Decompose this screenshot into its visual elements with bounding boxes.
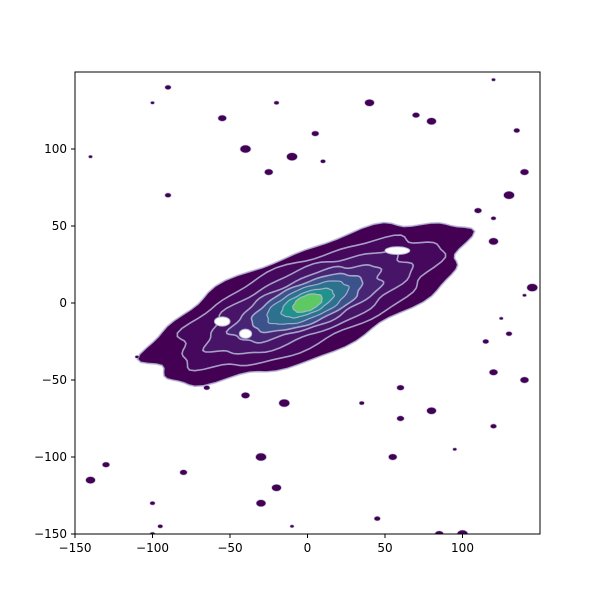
- noise-blob: [358, 400, 365, 406]
- x-tick-label: −150: [59, 541, 92, 555]
- y-tick-label: −50: [42, 373, 67, 387]
- x-tick-label: −100: [136, 541, 169, 555]
- noise-blob: [519, 168, 530, 176]
- y-tick-label: 100: [44, 142, 67, 156]
- noise-blob: [482, 338, 490, 345]
- noise-blob: [149, 501, 156, 506]
- x-tick-label: −50: [217, 541, 242, 555]
- noise-blob: [217, 114, 227, 122]
- noise-blob: [240, 391, 251, 399]
- noise-blob: [239, 144, 252, 154]
- y-tick-label: 0: [59, 296, 67, 310]
- noise-blob: [364, 98, 375, 107]
- plot-area: [85, 77, 539, 534]
- noise-blob: [488, 237, 499, 246]
- noise-blob: [498, 316, 504, 321]
- noise-blob: [490, 216, 497, 221]
- noise-blob: [271, 483, 282, 492]
- noise-blob: [513, 127, 521, 134]
- y-axis: −150 −100 −50 0 50 100: [34, 142, 75, 541]
- noise-blob: [164, 84, 172, 90]
- noise-blob: [396, 384, 405, 391]
- noise-blob: [426, 406, 437, 415]
- noise-blob: [286, 152, 298, 161]
- contour-hole: [384, 246, 411, 255]
- contour-hole: [214, 316, 231, 327]
- contour-hole: [238, 328, 253, 339]
- y-tick-label: −100: [34, 450, 67, 464]
- noise-blob: [264, 168, 274, 176]
- noise-blob: [157, 524, 164, 529]
- contour-level-8: [292, 293, 323, 313]
- noise-blob: [255, 499, 267, 508]
- noise-blob: [179, 469, 188, 476]
- x-axis: −150 −100 −50 0 50 100: [59, 534, 474, 555]
- noise-blob: [426, 117, 437, 126]
- noise-blob: [396, 415, 405, 422]
- noise-blob: [411, 112, 421, 119]
- noise-blob: [526, 283, 539, 292]
- noise-blob: [88, 154, 93, 159]
- x-tick-label: 0: [304, 541, 312, 555]
- noise-blob: [273, 100, 280, 105]
- noise-blob: [101, 461, 111, 468]
- noise-blob: [519, 376, 530, 384]
- noise-blob: [490, 423, 497, 429]
- noise-blob: [373, 516, 381, 522]
- noise-blob: [289, 524, 295, 529]
- noise-blob: [452, 447, 458, 452]
- noise-blob: [164, 192, 172, 198]
- noise-blob: [488, 368, 499, 376]
- noise-blob: [388, 453, 398, 461]
- x-tick-label: 100: [451, 541, 474, 555]
- noise-blob: [150, 101, 155, 105]
- noise-blob: [320, 159, 326, 164]
- noise-blob: [134, 355, 140, 359]
- contour-group: [136, 221, 476, 388]
- y-tick-label: 50: [52, 219, 67, 233]
- noise-blob: [505, 331, 513, 337]
- noise-blob: [456, 529, 469, 534]
- x-tick-label: 50: [377, 541, 392, 555]
- noise-blob: [503, 190, 515, 200]
- noise-blob: [522, 293, 527, 298]
- noise-blob: [311, 130, 320, 137]
- noise-blob: [491, 77, 496, 82]
- noise-blob: [278, 398, 291, 408]
- noise-blob: [85, 476, 96, 484]
- noise-blob: [255, 452, 267, 462]
- noise-blob: [203, 385, 211, 391]
- y-tick-label: −150: [34, 527, 67, 541]
- noise-blob: [473, 207, 483, 214]
